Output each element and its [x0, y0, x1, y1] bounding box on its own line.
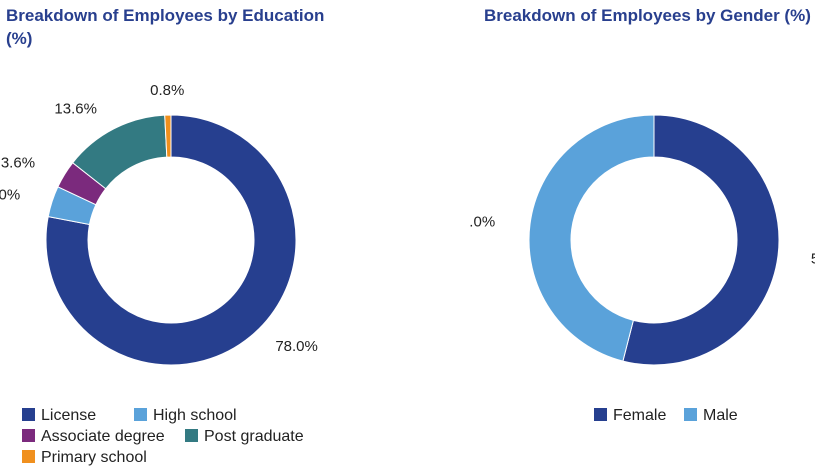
legend-swatch: [185, 429, 198, 442]
legend-swatch: [22, 429, 35, 442]
data-label-associate-degree: 3.6%: [1, 154, 35, 171]
data-label-post-graduate: 13.6%: [54, 101, 97, 118]
chart-title: Breakdown of Employees by Gender (%): [484, 6, 811, 25]
legend-label: Female: [613, 407, 667, 424]
data-label-primary-school: 0.8%: [150, 82, 184, 99]
legend-label: License: [41, 407, 97, 424]
slice-male: [528, 114, 655, 362]
slice-license: [45, 114, 297, 366]
legend-swatch: [22, 408, 35, 421]
legend-item-post-graduate: Post graduate: [185, 427, 304, 447]
legend-label: Post graduate: [204, 428, 304, 445]
legend-item-associate-degree: Associate degree: [22, 427, 165, 447]
data-label-female: 54.0%: [811, 251, 815, 268]
legend-label: High school: [153, 407, 237, 424]
legend-swatch: [134, 408, 147, 421]
data-label-high-school: 4.0%: [0, 186, 20, 203]
legend-swatch: [22, 450, 35, 463]
legend-swatch: [594, 408, 607, 421]
data-label-license: 78.0%: [275, 338, 318, 355]
gender-chart: Breakdown of Employees by Gender (%) 54.…: [470, 0, 815, 474]
legend-item-license: License: [22, 406, 96, 426]
legend-item-high-school: High school: [134, 406, 237, 426]
legend-label: Primary school: [41, 449, 147, 466]
slice-female: [622, 114, 780, 366]
legend-item-male: Male: [684, 406, 738, 426]
legend-label: Male: [703, 407, 738, 424]
education-chart: Breakdown of Employees by Education (%) …: [0, 6, 325, 468]
legend-swatch: [684, 408, 697, 421]
legend-item-female: Female: [594, 406, 666, 426]
slice-primary-school: [164, 114, 172, 158]
legend-label: Associate degree: [41, 428, 165, 445]
chart-title: Breakdown of Employees by Education (%): [6, 6, 325, 48]
gender-donut: 54.0% 46.0%: [470, 114, 815, 366]
legend-item-primary-school: Primary school: [22, 448, 147, 468]
education-donut: 78.0% 4.0% 3.6% 13.6% 0.8%: [0, 82, 318, 366]
data-label-male: 46.0%: [470, 213, 495, 230]
